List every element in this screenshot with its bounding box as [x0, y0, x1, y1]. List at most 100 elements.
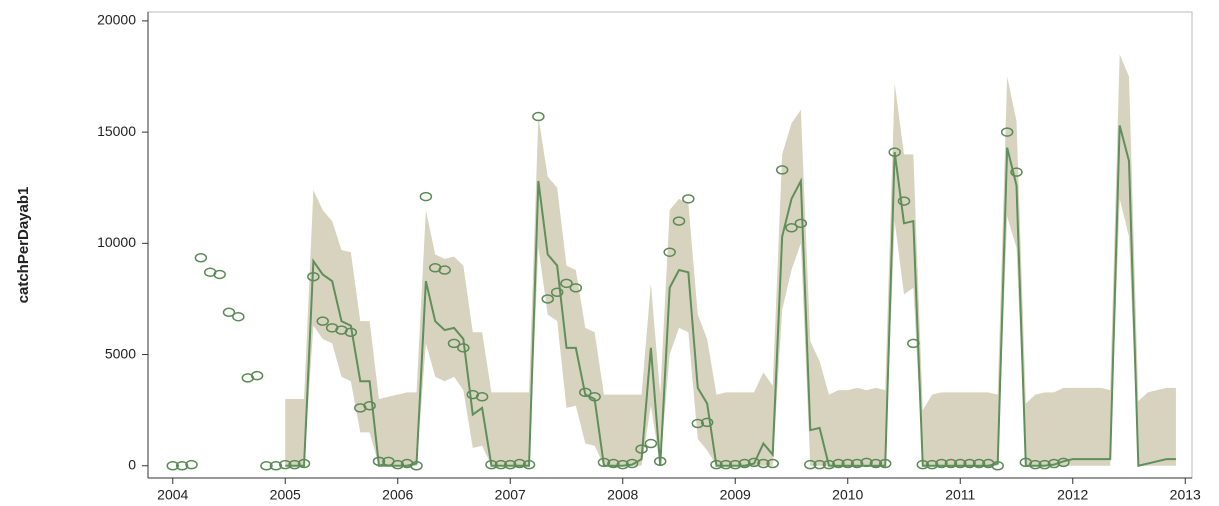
data-point	[457, 343, 470, 353]
x-tick-label: 2007	[495, 487, 526, 503]
data-point	[297, 458, 311, 469]
data-point	[935, 458, 948, 469]
data-point	[747, 457, 761, 468]
data-point	[166, 461, 179, 471]
data-point	[194, 253, 208, 263]
data-point	[719, 459, 733, 470]
y-tick-label: 5000	[105, 345, 136, 361]
data-point	[344, 327, 358, 338]
data-point	[325, 323, 339, 333]
data-point	[532, 111, 545, 122]
data-point	[944, 458, 958, 469]
x-tick-label: 2009	[720, 487, 751, 503]
data-point	[766, 458, 779, 469]
data-point	[1010, 167, 1023, 177]
data-point	[232, 311, 245, 322]
data-point	[363, 400, 376, 411]
data-point	[607, 458, 620, 469]
data-point	[504, 459, 517, 470]
data-point	[785, 223, 798, 233]
data-point	[269, 461, 283, 471]
data-point	[579, 387, 592, 398]
data-point	[222, 307, 236, 318]
data-point	[775, 165, 789, 175]
data-point	[954, 458, 967, 469]
data-point	[391, 459, 404, 470]
x-tick-label: 2006	[382, 487, 413, 503]
data-point	[672, 216, 686, 226]
data-point	[410, 461, 423, 471]
data-point	[710, 459, 723, 470]
data-point	[700, 417, 714, 428]
data-point	[653, 456, 667, 467]
x-tick-label: 2013	[1170, 487, 1201, 503]
data-point	[1029, 459, 1042, 470]
data-point	[625, 458, 639, 469]
data-point	[260, 461, 273, 471]
data-point	[569, 283, 583, 293]
data-point	[175, 461, 189, 471]
x-tick-label: 2012	[1057, 487, 1088, 503]
data-point	[560, 278, 573, 289]
data-point	[372, 456, 386, 467]
data-point	[663, 247, 676, 257]
data-point	[757, 458, 770, 469]
data-point	[513, 458, 526, 469]
data-point	[185, 459, 198, 470]
data-point	[419, 191, 433, 202]
y-tick-label: 10000	[97, 234, 136, 250]
data-point	[250, 370, 264, 381]
data-point	[691, 418, 705, 429]
x-tick-label: 2004	[157, 487, 188, 503]
data-point	[841, 458, 854, 469]
data-point	[925, 459, 939, 470]
data-point	[597, 457, 611, 468]
data-point	[335, 325, 348, 335]
data-point	[279, 459, 292, 470]
data-point	[635, 444, 648, 454]
data-point	[1000, 127, 1014, 137]
data-point	[316, 316, 329, 326]
data-point	[813, 459, 826, 470]
x-tick-label: 2005	[270, 487, 301, 503]
data-point	[588, 392, 601, 402]
data-point	[794, 218, 808, 229]
data-point	[288, 459, 301, 470]
data-point	[897, 196, 911, 206]
y-tick-label: 20000	[97, 12, 136, 28]
data-point	[644, 438, 658, 449]
data-point	[550, 287, 564, 298]
data-point	[991, 461, 1004, 471]
data-point	[907, 338, 920, 349]
data-point	[438, 265, 451, 275]
data-point	[447, 338, 461, 349]
x-tick-label: 2010	[832, 487, 863, 503]
x-tick-label: 2008	[607, 487, 638, 503]
data-point	[1038, 459, 1051, 470]
data-point	[963, 458, 976, 469]
data-point	[822, 459, 836, 470]
y-axis-label: catchPerDayab1	[15, 187, 32, 304]
data-point	[804, 459, 817, 470]
data-point	[307, 271, 320, 282]
data-point	[729, 459, 742, 470]
data-point	[522, 459, 536, 470]
data-point	[869, 458, 883, 469]
data-point	[850, 458, 864, 469]
data-point	[682, 194, 695, 204]
data-point	[241, 373, 255, 383]
data-point	[354, 403, 367, 413]
data-point	[475, 392, 489, 402]
data-point	[1047, 458, 1061, 469]
data-point	[541, 294, 554, 304]
y-tick-label: 15000	[97, 123, 136, 139]
data-point	[466, 389, 480, 400]
data-point	[738, 458, 751, 469]
data-point	[1057, 457, 1070, 468]
data-point	[213, 269, 226, 280]
y-tick-label: 0	[128, 456, 136, 472]
data-point	[494, 459, 508, 470]
data-point	[860, 457, 873, 468]
x-tick-label: 2011	[945, 487, 975, 503]
